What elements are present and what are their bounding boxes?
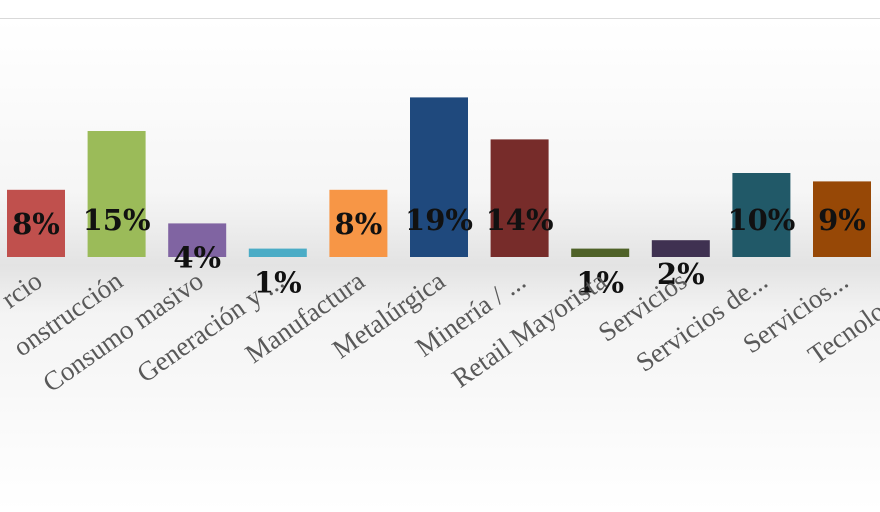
value-label: 8% xyxy=(335,207,383,241)
bar xyxy=(490,139,549,257)
bar xyxy=(168,223,227,257)
bar xyxy=(732,173,791,257)
bar xyxy=(651,240,710,257)
bar xyxy=(410,97,468,258)
value-label: 14% xyxy=(486,203,554,237)
value-label: 9% xyxy=(818,203,866,237)
bar xyxy=(329,189,388,257)
value-label: 19% xyxy=(405,203,473,237)
bar xyxy=(571,248,630,257)
value-label: 8% xyxy=(12,207,60,241)
bar xyxy=(813,181,871,257)
plot-background xyxy=(0,19,880,512)
value-label: 2% xyxy=(657,257,705,291)
value-label: 1% xyxy=(254,266,302,300)
value-label: 4% xyxy=(173,240,221,274)
value-label: 15% xyxy=(83,203,151,237)
value-label: 1% xyxy=(576,266,624,300)
bar xyxy=(248,248,307,257)
bar xyxy=(7,189,65,257)
value-label: 10% xyxy=(727,203,795,237)
bar xyxy=(87,131,146,257)
